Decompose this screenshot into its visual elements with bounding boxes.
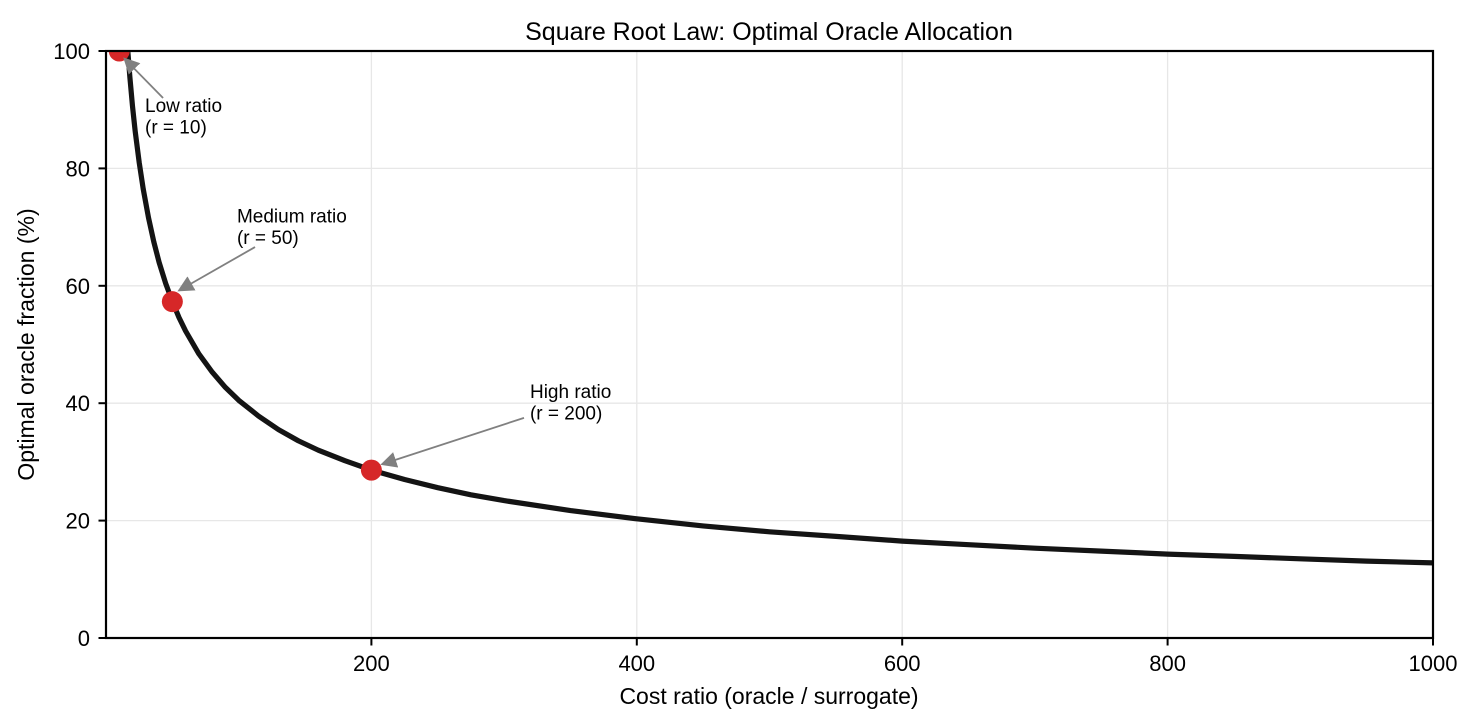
chart-title: Square Root Law: Optimal Oracle Allocati… xyxy=(525,18,1013,46)
tick-labels: 200 400 600 800 1000 0 20 40 60 80 100 xyxy=(53,39,1457,676)
plot-frame xyxy=(104,49,1435,640)
annotation-label: (r = 200) xyxy=(530,403,602,424)
annotation-arrow xyxy=(380,417,525,468)
plot-area xyxy=(108,51,1433,566)
axes xyxy=(98,49,1435,646)
x-tick-label: 600 xyxy=(884,651,921,676)
highlight-point xyxy=(161,291,183,313)
y-tick-label: 40 xyxy=(66,391,90,416)
y-tick-label: 100 xyxy=(53,39,90,64)
x-tick-label: 200 xyxy=(353,651,390,676)
gridlines xyxy=(106,50,1434,639)
y-tick-label: 0 xyxy=(78,626,90,651)
annotation-label: (r = 50) xyxy=(237,228,299,249)
annotation-label: Low ratio xyxy=(145,96,222,117)
annotation-arrow xyxy=(123,57,164,99)
annotation-label: (r = 10) xyxy=(145,118,207,139)
annotation-arrow xyxy=(177,246,256,292)
annotation-label: Medium ratio xyxy=(237,206,347,227)
y-tick-label: 20 xyxy=(66,509,90,534)
x-tick-label: 400 xyxy=(618,651,655,676)
highlight-point xyxy=(360,459,382,481)
y-axis-label: Optimal oracle fraction (%) xyxy=(13,208,39,480)
y-tick-label: 80 xyxy=(66,156,90,181)
annotations: Low ratio(r = 10) Medium ratio(r = 50) Hig… xyxy=(123,57,611,468)
x-tick-label: 800 xyxy=(1149,651,1186,676)
annotation-label: High ratio xyxy=(530,382,611,403)
optimal-fraction-curve xyxy=(116,51,1433,566)
x-axis-label: Cost ratio (oracle / surrogate) xyxy=(619,683,918,709)
y-tick-label: 60 xyxy=(66,274,90,299)
x-tick-label: 1000 xyxy=(1409,651,1458,676)
